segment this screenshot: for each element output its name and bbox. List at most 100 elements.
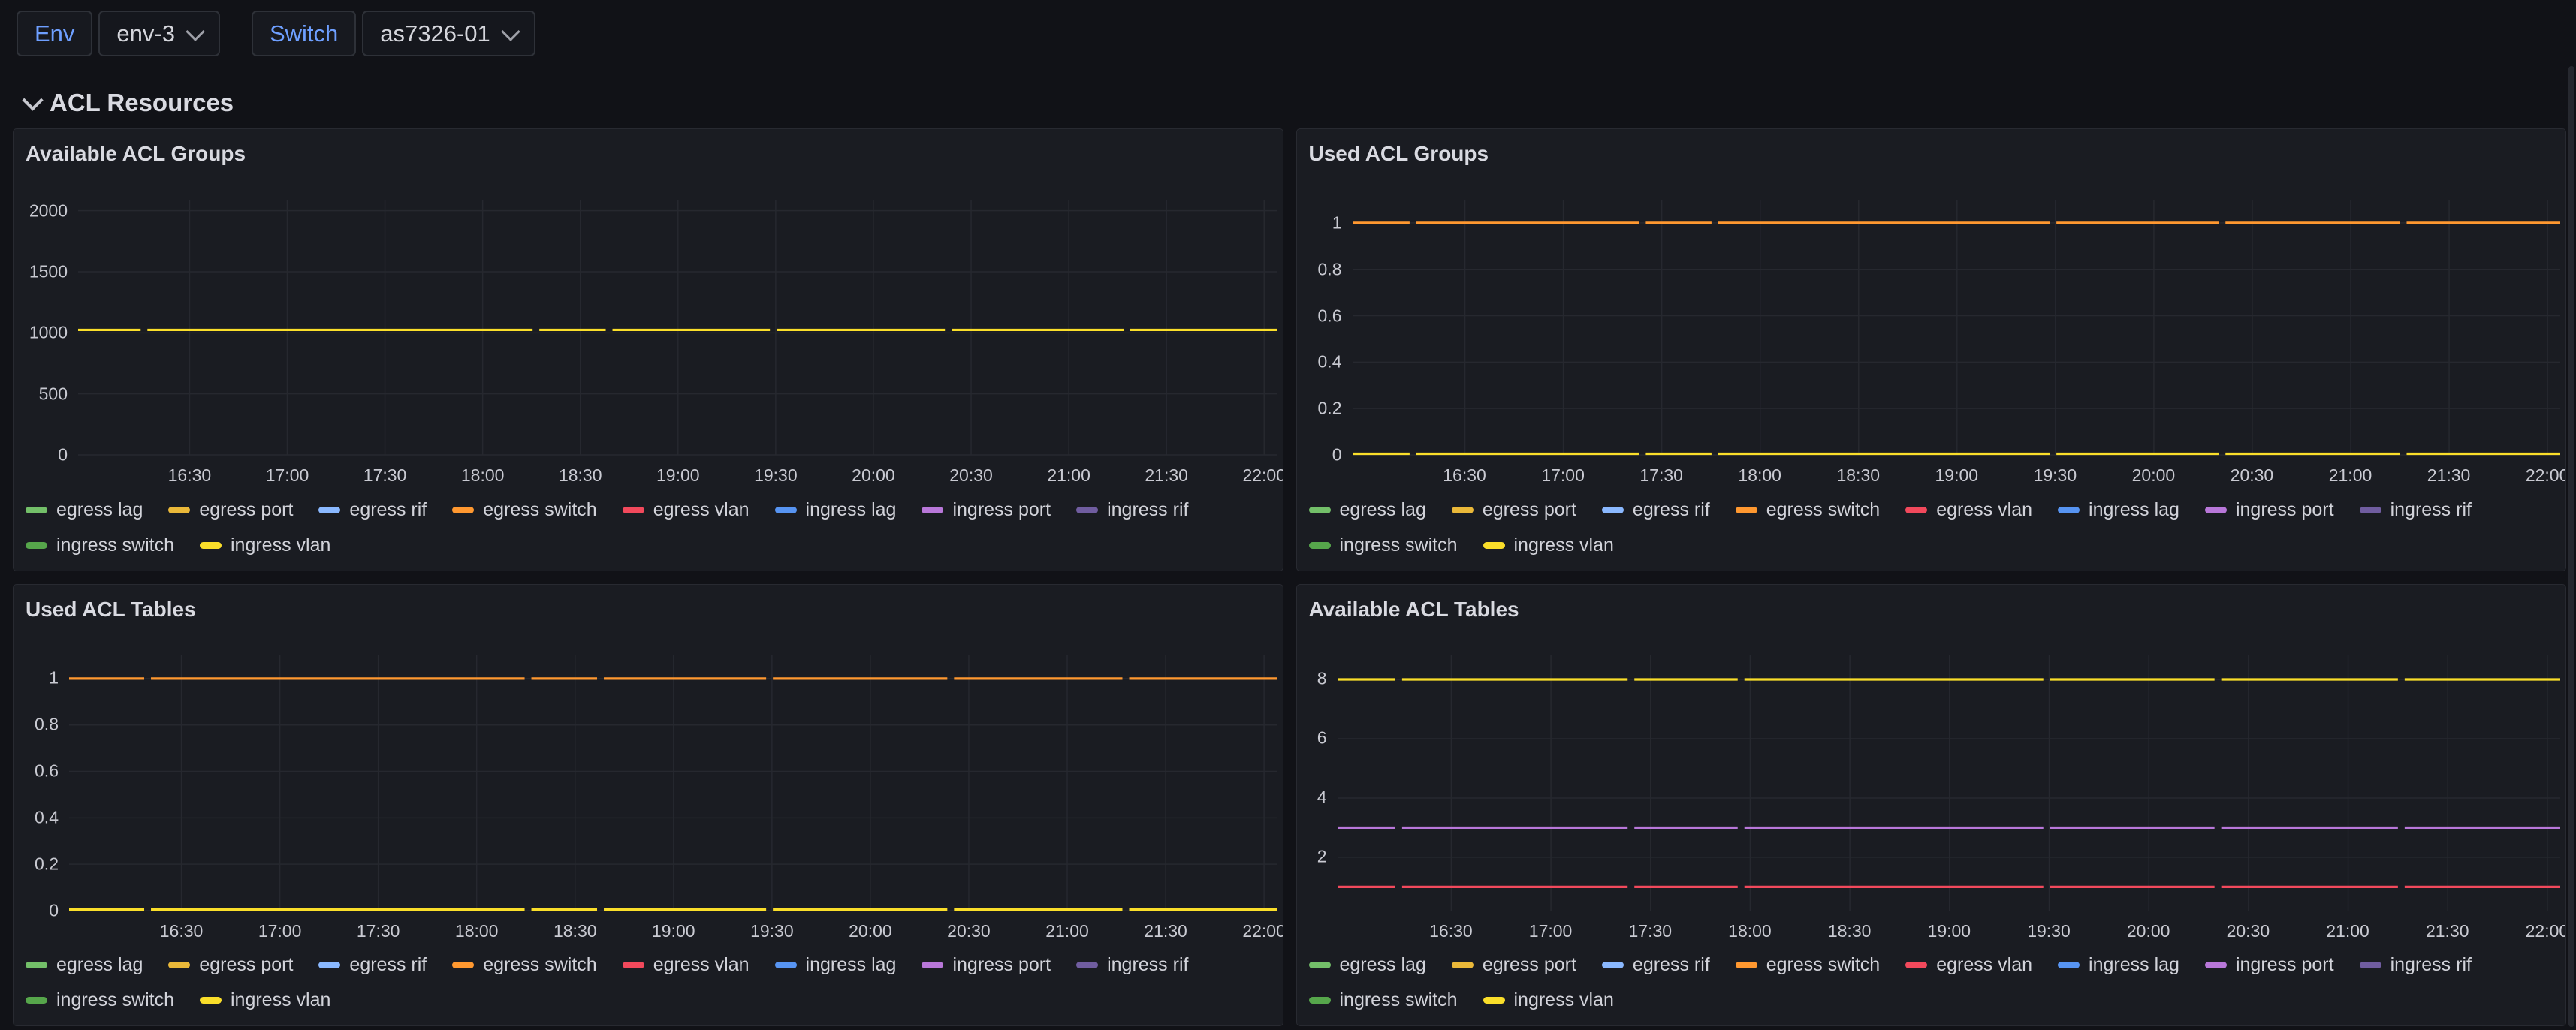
x-tick-label: 18:00 [454, 920, 499, 941]
legend-item-egress-switch[interactable]: egress switch [1735, 954, 1880, 977]
x-tick-label: 19:30 [2027, 920, 2071, 941]
env-select[interactable]: env-3 [98, 11, 220, 56]
legend-swatch [922, 506, 944, 513]
legend-item-ingress-vlan[interactable]: ingress vlan [200, 989, 330, 1012]
legend-item-egress-rif[interactable]: egress rif [1601, 498, 1710, 521]
row-acl-resources[interactable]: ACL Resources [22, 89, 234, 117]
x-tick-label: 17:00 [258, 920, 302, 941]
plot-area[interactable] [1352, 200, 2560, 456]
y-tick-label: 0 [49, 900, 59, 920]
x-tick-label: 22:00 [1242, 465, 1283, 485]
x-tick-label: 20:00 [849, 920, 892, 941]
x-tick-label: 22:00 [1242, 920, 1283, 941]
time-series-chart: 16:30 17:00 17:30 18:00 18:30 19:00 19:30 20:00… [1309, 655, 2565, 941]
legend-item-ingress-rif[interactable]: ingress rif [2359, 954, 2472, 977]
x-tick-label: 21:30 [1145, 465, 1188, 485]
legend-item-ingress-lag[interactable]: ingress lag [2058, 498, 2179, 521]
legend-item-ingress-lag[interactable]: ingress lag [774, 498, 897, 521]
legend-swatch [1483, 997, 1505, 1004]
legend-item-ingress-port[interactable]: ingress port [922, 954, 1051, 977]
legend-item-ingress-rif[interactable]: ingress rif [2359, 498, 2472, 521]
legend-swatch [200, 541, 222, 549]
legend-item-ingress-switch[interactable]: ingress switch [1308, 989, 1458, 1012]
y-tick-label: 0.6 [1317, 306, 1342, 326]
legend-label: egress vlan [653, 498, 750, 520]
legend-item-ingress-lag[interactable]: ingress lag [2058, 954, 2179, 977]
legend-swatch [318, 962, 341, 968]
legend-item-egress-vlan[interactable]: egress vlan [1905, 954, 2032, 977]
legend-item-egress-switch[interactable]: egress switch [1735, 498, 1880, 521]
legend-item-ingress-switch[interactable]: ingress switch [1308, 534, 1458, 556]
legend-item-ingress-rif[interactable]: ingress rif [1076, 498, 1188, 521]
legend-item-ingress-port[interactable]: ingress port [2204, 498, 2334, 521]
switch-select[interactable]: as7326-01 [362, 11, 535, 56]
legend-item-egress-lag[interactable]: egress lag [26, 498, 143, 521]
x-tick-label: 17:00 [1528, 920, 1573, 941]
switch-label[interactable]: Switch [251, 11, 357, 56]
legend-swatch [2359, 506, 2381, 513]
legend-item-egress-vlan[interactable]: egress vlan [622, 954, 750, 977]
plot-area[interactable] [78, 200, 1277, 456]
legend-item-egress-lag[interactable]: egress lag [1308, 954, 1426, 977]
legend-item-ingress-lag[interactable]: ingress lag [774, 954, 897, 977]
legend-item-egress-lag[interactable]: egress lag [1308, 498, 1426, 521]
legend-item-ingress-vlan[interactable]: ingress vlan [1483, 989, 1614, 1012]
x-tick-label: 19:00 [652, 920, 695, 941]
legend-swatch [26, 962, 47, 968]
x-tick-label: 19:30 [750, 920, 794, 941]
x-tick-label: 21:00 [1045, 920, 1089, 941]
legend-item-egress-port[interactable]: egress port [168, 954, 293, 977]
scrollbar[interactable] [2568, 66, 2574, 1027]
legend-label: egress rif [1632, 498, 1710, 520]
legend-label: ingress lag [805, 954, 897, 975]
legend-item-ingress-switch[interactable]: ingress switch [26, 534, 174, 556]
legend-item-egress-switch[interactable]: egress switch [452, 954, 597, 977]
y-tick-label: 1 [1332, 212, 1342, 233]
legend-item-egress-switch[interactable]: egress switch [452, 498, 597, 521]
legend-item-ingress-port[interactable]: ingress port [2204, 954, 2334, 977]
legend: egress lag egress port egress rif egress sw… [26, 954, 1272, 1012]
legend-item-ingress-vlan[interactable]: ingress vlan [1483, 534, 1614, 556]
panel-title[interactable]: Available ACL Tables [1308, 597, 1519, 621]
legend-item-egress-rif[interactable]: egress rif [1601, 954, 1710, 977]
env-label[interactable]: Env [17, 11, 93, 56]
panel-title[interactable]: Available ACL Groups [26, 142, 246, 165]
y-tick-label: 0 [58, 444, 68, 465]
legend-label: egress switch [483, 954, 597, 975]
legend-item-egress-lag[interactable]: egress lag [26, 954, 143, 977]
x-tick-label: 22:00 [2525, 920, 2566, 941]
legend-item-ingress-vlan[interactable]: ingress vlan [200, 534, 330, 556]
legend-item-ingress-port[interactable]: ingress port [922, 498, 1051, 521]
legend-item-egress-vlan[interactable]: egress vlan [622, 498, 750, 521]
legend-swatch [2204, 962, 2227, 968]
x-tick-label: 22:00 [2525, 465, 2566, 485]
legend-label: egress switch [483, 498, 597, 520]
plot-area[interactable] [1337, 655, 2560, 911]
legend-swatch [2058, 962, 2080, 968]
panel-title[interactable]: Used ACL Tables [26, 597, 196, 621]
x-tick-label: 18:30 [558, 465, 602, 485]
variable-bar: Env env-3 Switch as7326-01 [17, 11, 567, 56]
legend-swatch [168, 506, 191, 513]
plot-area[interactable] [69, 655, 1277, 911]
legend-item-egress-port[interactable]: egress port [1451, 954, 1576, 977]
legend-swatch [200, 997, 222, 1004]
y-tick-label: 0.4 [35, 807, 59, 827]
legend-item-egress-vlan[interactable]: egress vlan [1905, 498, 2032, 521]
collapse-chevron-icon [22, 89, 44, 111]
x-tick-label: 17:30 [1628, 920, 1673, 941]
legend-item-ingress-switch[interactable]: ingress switch [26, 989, 174, 1012]
legend-item-egress-rif[interactable]: egress rif [318, 498, 427, 521]
legend-item-egress-port[interactable]: egress port [168, 498, 293, 521]
legend-label: ingress lag [805, 498, 897, 520]
row-title: ACL Resources [50, 89, 234, 116]
panel-title[interactable]: Used ACL Groups [1308, 142, 1489, 165]
legend-item-egress-rif[interactable]: egress rif [318, 954, 427, 977]
legend-label: ingress switch [56, 989, 174, 1010]
legend-swatch [1308, 962, 1331, 968]
legend-label: egress rif [349, 498, 427, 520]
legend-item-ingress-rif[interactable]: ingress rif [1076, 954, 1188, 977]
y-tick-label: 0.2 [1317, 398, 1342, 418]
legend-swatch [1483, 541, 1505, 549]
legend-item-egress-port[interactable]: egress port [1451, 498, 1576, 521]
